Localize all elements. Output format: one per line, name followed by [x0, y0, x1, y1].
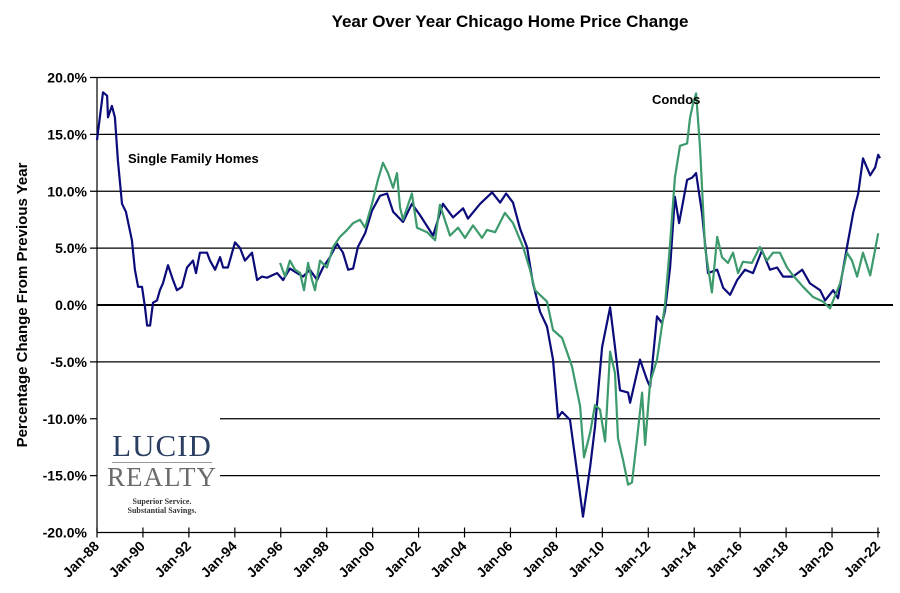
gridlines	[90, 76, 893, 538]
x-tick-label: Jan-96	[243, 538, 286, 581]
annotation-condos: Condos	[652, 92, 700, 107]
series-line-single-family	[95, 91, 881, 518]
y-tick-label: -20.0%	[43, 525, 88, 541]
chart-title: Year Over Year Chicago Home Price Change	[332, 12, 689, 31]
x-tick-label: Jan-88	[59, 538, 102, 581]
y-tick-label: -10.0%	[43, 411, 88, 427]
x-tick-label: Jan-12	[611, 538, 654, 581]
x-tick-label: Jan-04	[427, 538, 470, 581]
y-tick-label: 5.0%	[55, 240, 87, 256]
y-tick-labels: 20.0% 15.0% 10.0% 5.0% 0.0% -5.0% -10.0% -15.0%…	[43, 70, 88, 541]
logo-tagline-1: Superior Service.	[132, 497, 192, 506]
y-tick-label: 0.0%	[55, 297, 87, 313]
y-tick-label: 20.0%	[47, 70, 87, 86]
x-tick-label: Jan-98	[289, 538, 332, 581]
x-tick-labels: Jan-88 Jan-90 Jan-92 Jan-94 Jan-96 Jan-98 Jan-…	[59, 538, 883, 581]
x-tick-label: Jan-00	[335, 538, 378, 581]
logo-divider	[112, 462, 212, 463]
y-tick-label: 15.0%	[47, 126, 87, 142]
x-tick-label: Jan-90	[105, 538, 148, 581]
x-tick-label: Jan-10	[565, 538, 608, 581]
logo-line1: LUCID	[112, 428, 212, 463]
x-tick-label: Jan-18	[749, 538, 792, 581]
x-tick-label: Jan-92	[151, 538, 194, 581]
x-tick-label: Jan-20	[794, 538, 837, 581]
x-tick-label: Jan-16	[703, 538, 746, 581]
y-tick-label: -15.0%	[43, 468, 88, 484]
x-tick-label: Jan-06	[473, 538, 516, 581]
x-tick-label: Jan-14	[657, 538, 700, 581]
lucid-realty-logo: LUCID REALTY Superior Service. Substanti…	[106, 430, 218, 515]
series-line-condos	[279, 92, 880, 486]
x-tick-label: Jan-22	[840, 538, 883, 581]
y-tick-label: 10.0%	[47, 183, 87, 199]
x-tick-label: Jan-94	[197, 538, 240, 581]
y-axis-label: Percentage Change From Previous Year	[14, 162, 31, 447]
series-lines	[95, 91, 881, 518]
x-tick-label: Jan-02	[381, 538, 424, 581]
y-tick-label: -5.0%	[50, 354, 87, 370]
logo-tagline-2: Substantial Savings.	[127, 506, 197, 515]
annotation-single-family: Single Family Homes	[128, 151, 259, 166]
logo-line2: REALTY	[106, 462, 217, 492]
x-tick-label: Jan-08	[519, 538, 562, 581]
